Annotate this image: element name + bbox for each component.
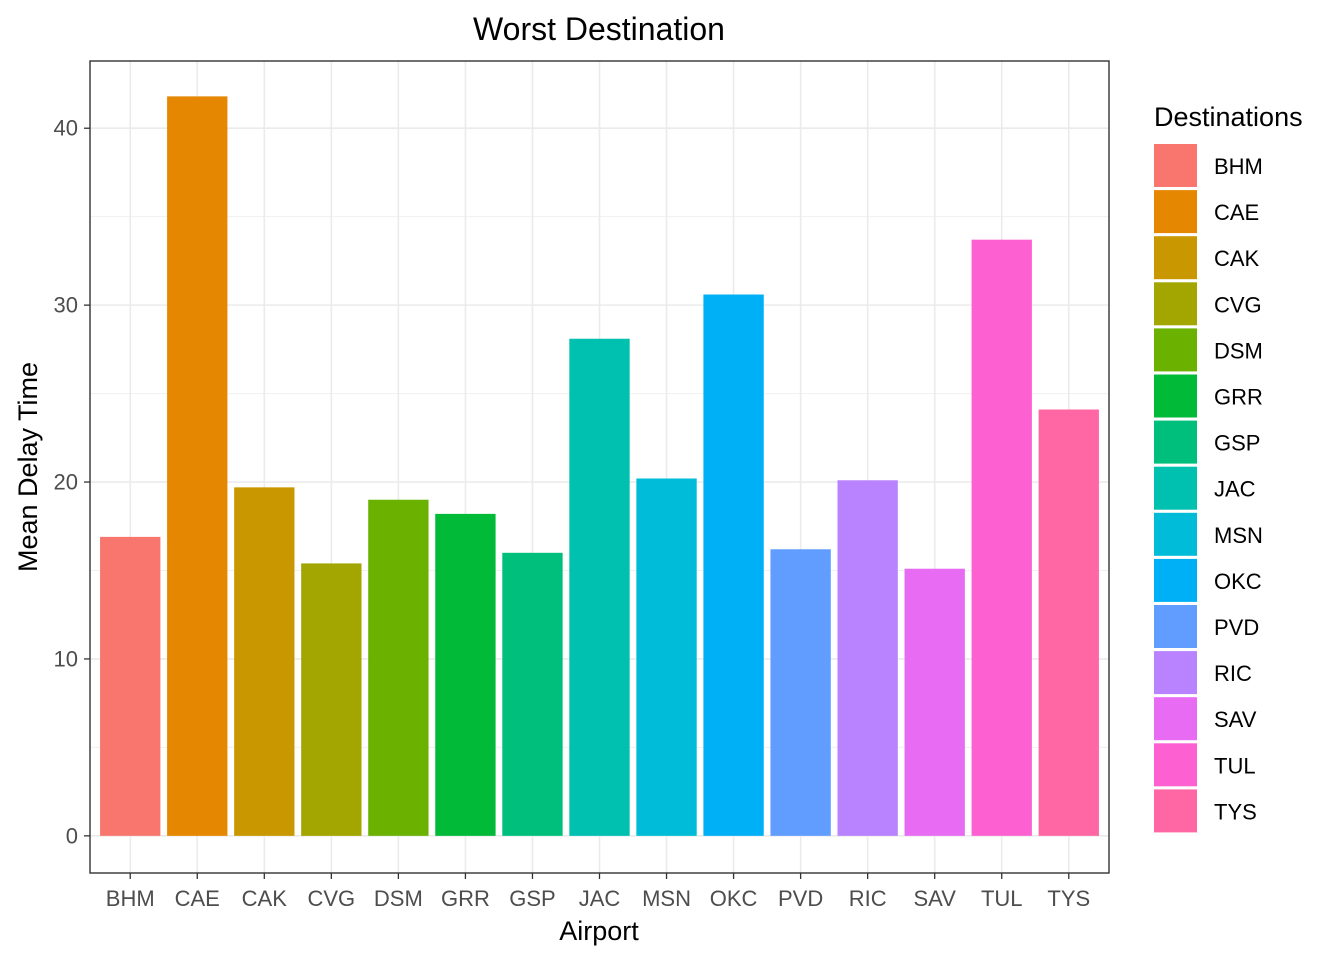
y-tick-label: 30: [54, 293, 78, 318]
bar-msn: [636, 478, 697, 836]
y-tick-label: 10: [54, 646, 78, 671]
x-tick-label: GRR: [441, 886, 490, 911]
plot-area: 0 10 20 30 40 BHM CAE CAK CVG DSM GRR GSP JAC MSN OKC P…: [54, 60, 1110, 911]
legend-label: MSN: [1214, 523, 1263, 548]
legend-label: PVD: [1214, 615, 1259, 640]
legend-key-cvg: [1154, 282, 1197, 326]
legend-label: CVG: [1214, 292, 1262, 317]
legend-key-dsm: [1154, 328, 1197, 372]
legend-key-bhm: [1154, 144, 1197, 187]
legend-label: CAE: [1214, 200, 1259, 225]
bar-tul: [971, 239, 1032, 836]
x-tick-label: SAV: [914, 886, 957, 911]
x-tick-label: OKC: [710, 886, 758, 911]
legend-title: Destinations: [1154, 102, 1303, 132]
x-tick-label: TUL: [981, 886, 1023, 911]
legend-key-pvd: [1154, 605, 1197, 648]
legend-key-cak: [1154, 236, 1197, 280]
bar-okc: [703, 294, 764, 836]
bar-cvg: [301, 563, 362, 836]
legend: BHM CAE CAK CVG DSM GRR GSP JAC MSN OKC PVD RIC SAV T…: [1154, 144, 1263, 833]
x-tick-label: CAK: [242, 886, 288, 911]
legend-label: SAV: [1214, 707, 1257, 732]
chart-title: Worst Destination: [473, 11, 725, 47]
legend-label: CAK: [1214, 246, 1260, 271]
legend-label: OKC: [1214, 569, 1262, 594]
legend-label: JAC: [1214, 477, 1256, 502]
legend-key-msn: [1154, 512, 1197, 556]
legend-label: TUL: [1214, 753, 1256, 778]
legend-key-tul: [1154, 743, 1197, 787]
legend-key-ric: [1154, 651, 1197, 695]
legend-key-jac: [1154, 466, 1197, 510]
bar-sav: [904, 568, 965, 836]
x-tick-label: BHM: [106, 886, 155, 911]
bar-jac: [569, 338, 630, 836]
bar-bhm: [100, 536, 161, 836]
x-tick-label: PVD: [778, 886, 823, 911]
x-tick-label: RIC: [849, 886, 887, 911]
x-tick-label: MSN: [642, 886, 691, 911]
bar-cak: [234, 487, 295, 836]
legend-key-gsp: [1154, 420, 1197, 464]
x-tick-label: CVG: [307, 886, 355, 911]
bar-tys: [1038, 409, 1099, 836]
x-axis-title: Airport: [559, 916, 639, 946]
legend-key-okc: [1154, 558, 1197, 602]
legend-label: TYS: [1214, 799, 1257, 824]
y-tick-label: 40: [54, 116, 78, 141]
x-tick-label: CAE: [175, 886, 220, 911]
bar-gsp: [502, 552, 563, 836]
legend-label: GRR: [1214, 385, 1263, 410]
legend-label: BHM: [1214, 154, 1263, 179]
legend-label: GSP: [1214, 431, 1260, 456]
bar-cae: [167, 96, 228, 836]
legend-key-sav: [1154, 697, 1197, 741]
x-tick-label: DSM: [374, 886, 423, 911]
x-tick-label: GSP: [509, 886, 555, 911]
legend-key-tys: [1154, 789, 1197, 833]
bar-grr: [435, 513, 496, 836]
y-tick-label: 20: [54, 470, 78, 495]
legend-label: DSM: [1214, 338, 1263, 363]
y-tick-label: 0: [66, 823, 78, 848]
legend-key-cae: [1154, 190, 1197, 234]
bar-pvd: [770, 549, 831, 836]
y-axis-title: Mean Delay Time: [13, 362, 43, 572]
legend-label: RIC: [1214, 661, 1252, 686]
legend-key-grr: [1154, 374, 1197, 418]
x-tick-label: TYS: [1047, 886, 1090, 911]
x-tick-label: JAC: [579, 886, 621, 911]
bar-dsm: [368, 499, 429, 836]
bar-ric: [837, 480, 898, 836]
